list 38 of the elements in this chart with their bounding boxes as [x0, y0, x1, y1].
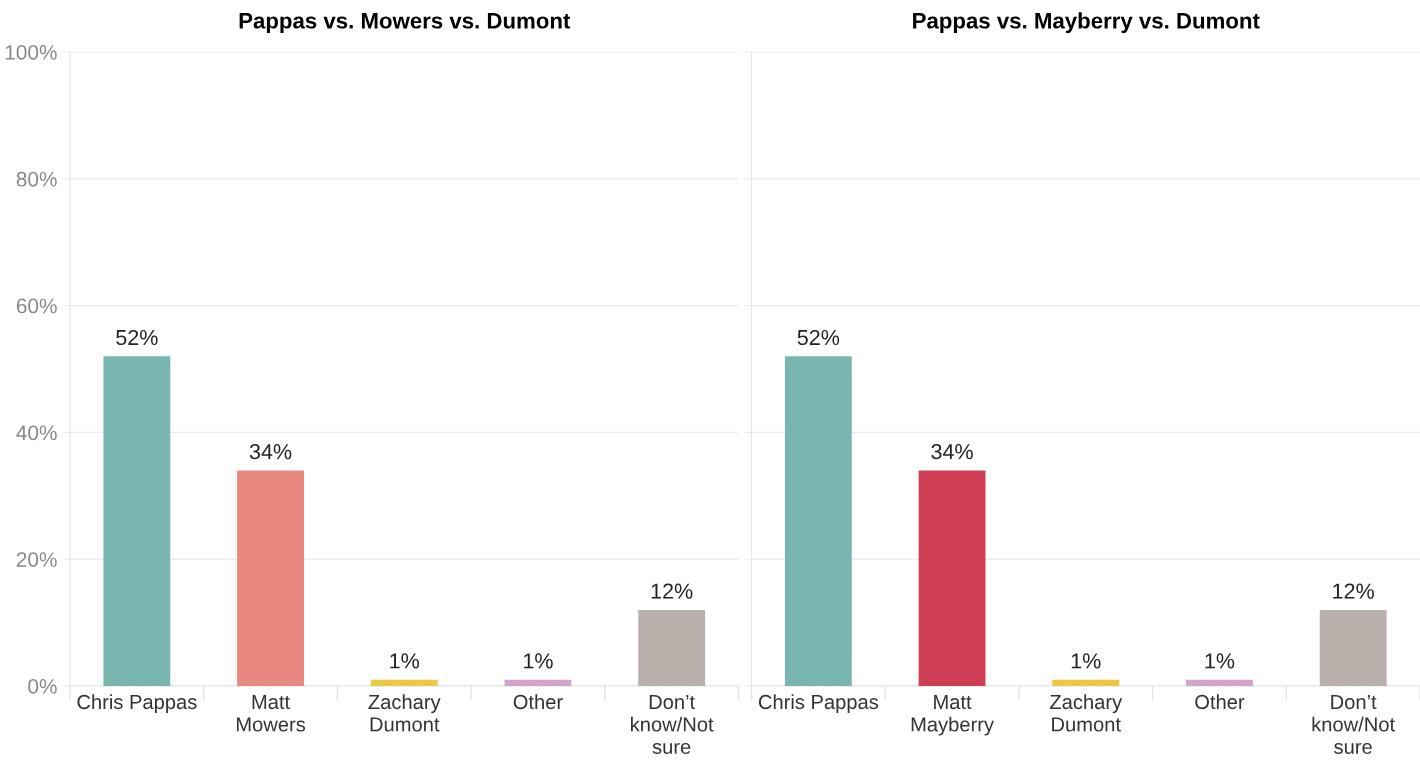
data-label: 34% — [249, 444, 292, 460]
bar — [1319, 609, 1387, 686]
data-label: 52% — [116, 329, 158, 346]
bar — [504, 679, 572, 686]
bar — [370, 679, 438, 686]
data-label: 1% — [1071, 653, 1101, 669]
bar — [1186, 679, 1253, 686]
y-tick-label: 0% — [28, 679, 57, 694]
y-tick-label: 80% — [16, 171, 57, 187]
bar — [237, 470, 304, 686]
data-label: 34% — [931, 444, 973, 460]
x-tick-label: Don’t know/Not sure — [631, 695, 714, 754]
bar — [918, 470, 986, 686]
bar — [784, 356, 852, 686]
y-tick-label: 40% — [16, 425, 57, 441]
data-label: 1% — [1205, 653, 1235, 669]
y-tick-label: 60% — [16, 298, 57, 314]
data-label: 1% — [524, 653, 553, 669]
chart-title: Pappas vs. Mayberry vs. Dumont — [913, 12, 1260, 33]
y-tick-label: 20% — [16, 552, 57, 567]
x-tick-label: Other — [513, 694, 563, 710]
x-tick-label: Matt Mayberry — [911, 695, 994, 736]
x-tick-label: Zachary Dumont — [1050, 694, 1123, 732]
bar — [103, 356, 171, 686]
x-tick-label: Matt Mowers — [236, 695, 306, 732]
x-tick-label: Zachary Dumont — [368, 694, 441, 732]
data-label: 12% — [651, 583, 693, 599]
data-label: 12% — [1333, 583, 1374, 599]
bar — [1052, 679, 1120, 686]
data-label: 1% — [390, 653, 420, 669]
x-tick-label: Chris Pappas — [758, 694, 879, 714]
y-tick-label: 100% — [5, 45, 57, 60]
chart-title: Pappas vs. Mowers vs. Dumont — [239, 13, 571, 33]
x-tick-label: Other — [1195, 694, 1245, 710]
x-tick-label: Chris Pappas — [77, 694, 197, 714]
bar — [638, 609, 706, 686]
x-tick-label: Don’t know/Not sure — [1312, 695, 1395, 754]
data-label: 52% — [797, 329, 840, 346]
